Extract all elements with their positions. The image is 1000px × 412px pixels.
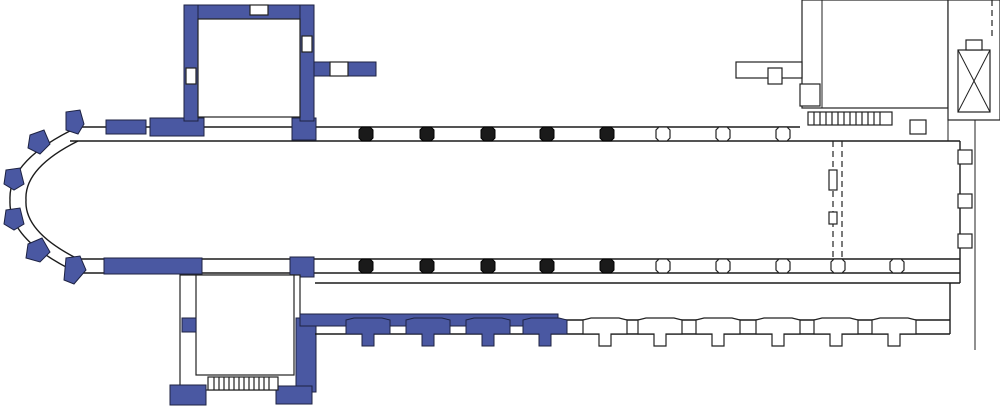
north-wall-original: [105, 117, 317, 141]
north-arcade-pier-5: [599, 126, 615, 142]
south-buttresses: [345, 317, 917, 347]
south-buttress-2: [405, 317, 451, 347]
apse: [3, 109, 87, 285]
south-wall-original: [103, 256, 315, 278]
south-chapel-stair: [207, 376, 279, 391]
south-buttress-7: [695, 317, 741, 347]
north-arcade-pier-1: [358, 126, 374, 142]
north-arcade-pier-7: [715, 126, 731, 142]
south-arcade-pier-13: [599, 258, 615, 274]
south-buttress-4: [522, 317, 568, 347]
north-arcade-pier-3: [480, 126, 496, 142]
arcade-piers: [358, 126, 905, 274]
south-buttress-5: [582, 317, 628, 347]
apse-buttress-4: [3, 207, 25, 231]
south-buttress-8: [755, 317, 801, 347]
apse-buttress-1: [65, 109, 85, 135]
south-arcade-pier-14: [655, 258, 671, 274]
south-buttress-6: [637, 317, 683, 347]
south-buttress-10: [871, 317, 917, 347]
north-arcade-pier-4: [539, 126, 555, 142]
apse-buttress-6: [63, 255, 87, 285]
nave-walls: [70, 126, 961, 284]
south-chapel: [169, 274, 317, 406]
south-arcade-pier-12: [539, 258, 555, 274]
east-screen-post: [828, 169, 838, 191]
south-arcade-pier-18: [889, 258, 905, 274]
south-arcade-pier-11: [480, 258, 496, 274]
north-arcade-pier-8: [775, 126, 791, 142]
north-arcade-pier-2: [419, 126, 435, 142]
east-screen-post: [828, 211, 838, 225]
apse-buttress-3: [3, 167, 25, 191]
south-buttress-9: [813, 317, 859, 347]
apse-buttress-2: [27, 129, 51, 155]
north-arcade-pier-6: [655, 126, 671, 142]
east-stair: [807, 111, 893, 126]
apse-buttress-5: [25, 237, 51, 263]
south-arcade-pier-15: [715, 258, 731, 274]
south-buttress-1: [345, 317, 391, 347]
north-chapel: [183, 4, 377, 122]
south-arcade-pier-16: [775, 258, 791, 274]
south-arcade-pier-17: [830, 258, 846, 274]
south-buttress-3: [465, 317, 511, 347]
east-tower: [735, 0, 1000, 290]
south-arcade-pier-9: [358, 258, 374, 274]
south-arcade-pier-10: [419, 258, 435, 274]
